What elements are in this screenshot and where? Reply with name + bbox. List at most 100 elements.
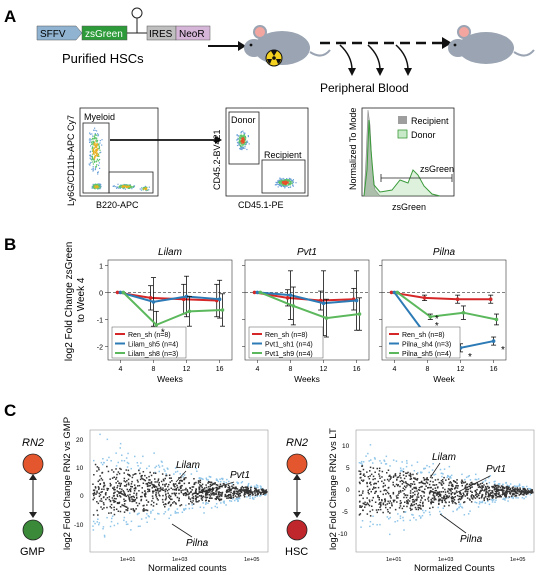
flow2-event [240,142,242,144]
flow1-event [89,164,91,166]
ma-point [183,474,186,476]
ma-point [463,501,465,504]
ma-point [438,502,440,505]
ma-point [128,474,130,476]
ma-point [238,490,241,492]
ma-point [237,497,240,500]
ma-point [451,497,453,500]
ma-point [119,487,121,490]
ma-point [456,482,458,484]
ma-point [133,473,136,475]
ma-point [519,491,522,493]
ma-point [148,465,150,467]
ma-point [447,488,450,490]
ma-point [200,489,203,492]
data-point [187,309,192,314]
ma-point [236,498,239,501]
ma-point [140,462,142,464]
ma-point [380,503,382,506]
ma-point [463,514,466,516]
ma-point [243,490,246,493]
flow1-event [94,134,97,136]
ma-point [458,495,460,498]
ma-point [262,493,264,495]
ma-point [195,490,197,492]
ma-point [458,503,461,506]
ma-left-pointer-lilam [175,470,187,483]
ma-point [507,488,509,490]
ma-point [390,476,392,478]
flow1-event [94,133,96,135]
flow2-event [287,179,289,181]
ma-point [417,506,419,509]
data-point [357,312,362,316]
ma-point [164,485,166,487]
ma-point [227,489,229,491]
ma-point [403,505,405,507]
ma-point [251,492,254,494]
ma-point [228,486,231,489]
ma-point [444,499,446,501]
ma-point [238,489,241,491]
ma-point [502,491,504,494]
ma-point [426,464,428,467]
ma-point [376,467,378,470]
ma-point [106,516,108,519]
ma-point [475,473,477,476]
ma-point [119,447,121,449]
ma-point [430,486,432,489]
ma-point [192,500,194,502]
ma-point [127,496,130,498]
ma-point [219,492,222,494]
ma-point [358,462,361,464]
ma-point [359,482,361,485]
ma-point [127,478,130,481]
ma-point [469,499,471,501]
ma-point [461,497,463,499]
flow-plot-donor-recipient: Donor Recipient CD45.1-PE CD45.2-BV421 [212,107,309,210]
ma-point [419,507,422,509]
ma-point [249,497,251,499]
flow1-event [94,134,96,137]
chart-xlabel: Week [433,374,455,384]
flow2-event [290,181,292,183]
ma-point [198,480,200,483]
ma-point [125,506,128,508]
ma-point [121,504,123,506]
ma-point [128,497,131,499]
ma-point [183,478,185,481]
ma-point [402,487,405,489]
flow1-event [96,186,98,188]
hairpin-loop-icon [131,7,143,19]
ma-point [442,482,445,485]
ma-point [481,501,484,504]
ma-point [450,493,453,496]
ma-point [479,486,481,489]
ma-point [402,516,404,519]
ma-point [431,500,433,502]
ma-point [137,481,139,483]
ma-point [493,489,496,491]
ma-point [397,485,399,487]
ma-point [158,483,160,486]
ma-point [367,503,370,506]
ma-point [423,495,425,497]
ma-point [168,496,170,498]
ma-point [412,473,414,476]
ma-point [410,476,412,478]
flow1-event [92,153,94,155]
ma-point [208,494,211,496]
flow2-event [237,137,239,139]
ma-point [253,490,255,493]
ma-point [141,487,143,489]
ma-point [497,493,499,495]
ma-point [219,478,221,480]
ma-point [382,486,384,488]
ma-point [399,505,402,507]
ma-point [175,488,178,490]
flow1-event [96,154,98,156]
purified-hscs-label: Purified HSCs [62,51,144,66]
flow2-event [246,148,248,151]
ma-point [483,497,485,500]
ma-point [385,506,387,509]
